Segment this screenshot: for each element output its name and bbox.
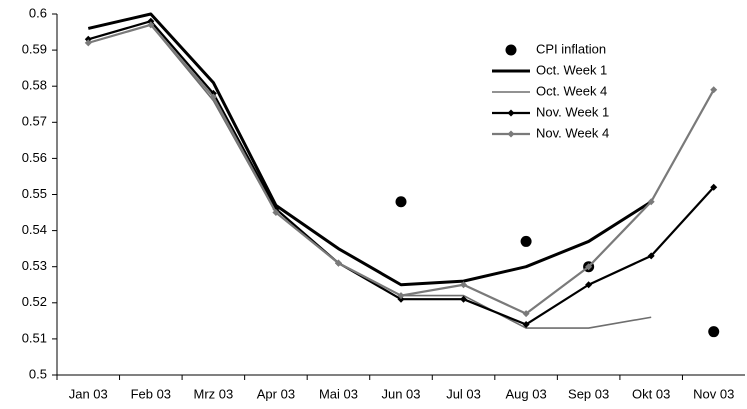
data-point xyxy=(522,310,530,318)
data-point xyxy=(84,35,92,43)
legend-marker xyxy=(507,130,515,138)
legend-label: Oct. Week 1 xyxy=(536,62,607,77)
data-point xyxy=(585,281,593,289)
data-point xyxy=(647,252,655,260)
data-point xyxy=(460,281,468,289)
y-tick-label: 0.54 xyxy=(22,222,47,237)
x-tick-label: Jul 03 xyxy=(446,386,481,401)
y-tick-label: 0.57 xyxy=(22,114,47,129)
data-point xyxy=(147,21,155,29)
legend-marker xyxy=(507,109,515,117)
x-tick-label: Jan 03 xyxy=(69,386,108,401)
data-point xyxy=(585,263,593,271)
data-point xyxy=(647,198,655,206)
data-point xyxy=(84,39,92,47)
y-tick-label: 0.58 xyxy=(22,78,47,93)
x-tick-label: Mai 03 xyxy=(319,386,358,401)
y-tick-label: 0.5 xyxy=(29,366,47,381)
series-line xyxy=(87,12,652,287)
y-tick-label: 0.55 xyxy=(22,186,47,201)
x-tick-label: Okt 03 xyxy=(632,386,670,401)
legend-marker xyxy=(505,44,517,56)
data-point xyxy=(147,17,155,25)
x-tick-label: Mrz 03 xyxy=(193,386,233,401)
data-point xyxy=(710,86,718,94)
data-point xyxy=(708,326,720,338)
y-tick-label: 0.56 xyxy=(22,150,47,165)
series-line xyxy=(87,20,715,326)
x-tick-label: Feb 03 xyxy=(131,386,171,401)
data-point xyxy=(520,235,532,247)
x-tick-label: Jun 03 xyxy=(381,386,420,401)
data-point xyxy=(397,295,405,303)
data-point xyxy=(272,209,280,217)
data-point xyxy=(460,295,468,303)
data-point xyxy=(395,196,407,208)
legend-label: Oct. Week 4 xyxy=(536,83,607,98)
y-tick-label: 0.6 xyxy=(29,5,47,20)
x-tick-label: Nov 03 xyxy=(693,386,734,401)
data-point xyxy=(397,292,405,300)
y-tick-label: 0.59 xyxy=(22,42,47,57)
x-tick-label: Aug 03 xyxy=(505,386,546,401)
legend-label: Nov. Week 1 xyxy=(536,104,609,119)
data-point xyxy=(710,183,718,191)
y-tick-label: 0.52 xyxy=(22,294,47,309)
y-tick-label: 0.53 xyxy=(22,258,47,273)
x-tick-label: Apr 03 xyxy=(257,386,295,401)
data-point xyxy=(209,93,217,101)
data-point xyxy=(334,259,342,267)
legend-label: CPI inflation xyxy=(536,41,606,56)
data-point xyxy=(522,320,530,328)
x-tick-label: Sep 03 xyxy=(568,386,609,401)
y-tick-label: 0.51 xyxy=(22,330,47,345)
legend-label: Nov. Week 4 xyxy=(536,125,609,140)
